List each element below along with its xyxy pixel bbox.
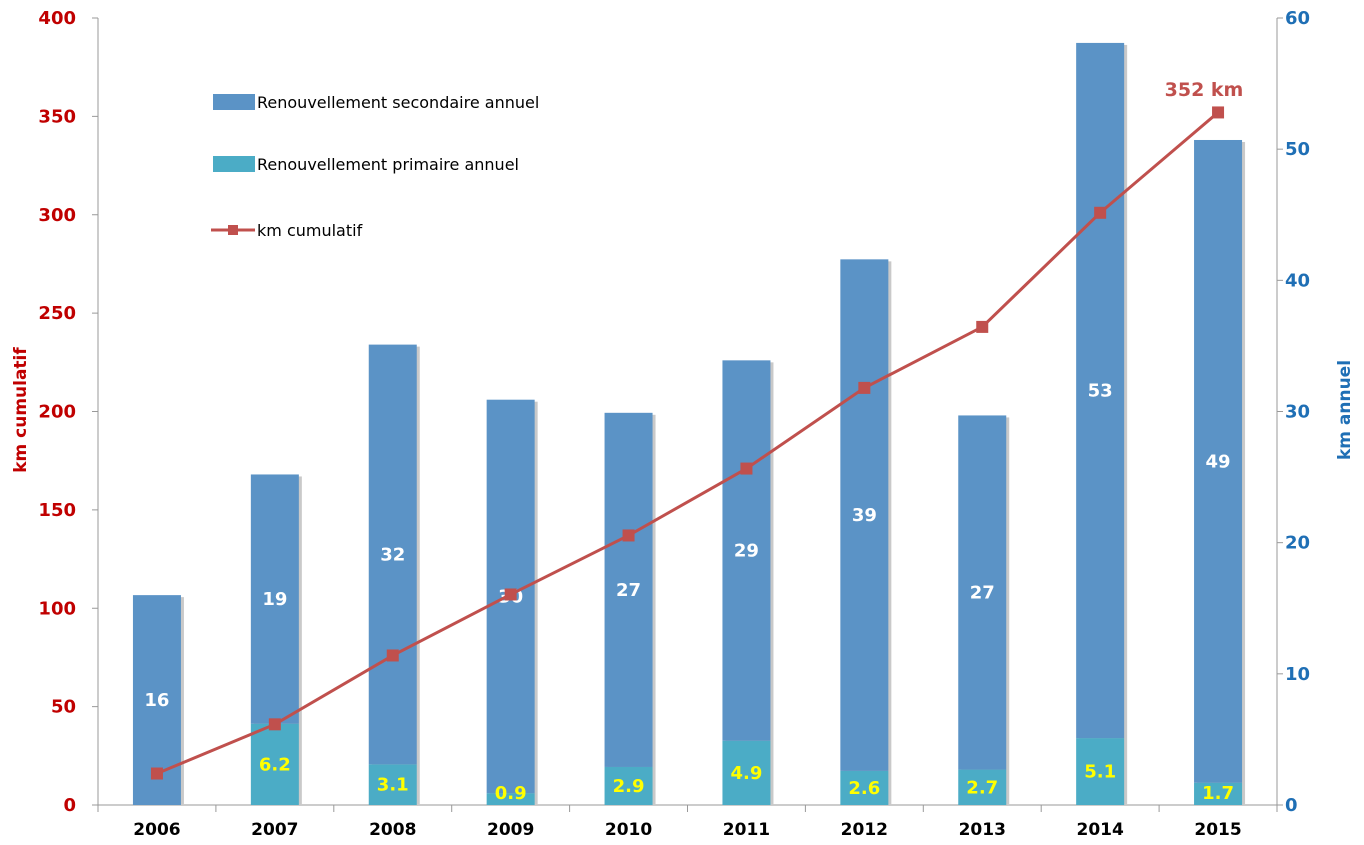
x-tick-label: 2015 [1194,820,1241,840]
bar-primary [722,740,771,805]
right-tick-label: 10 [1285,664,1310,685]
bar-primary [1194,782,1243,805]
line-marker [1212,106,1225,119]
data-label-primary: 3.1 [377,775,409,796]
left-axis: 0 50 100 150 200 250 300 350 400 [38,8,99,816]
bar-primary [486,793,535,805]
x-tick-label: 2012 [841,820,888,840]
bar-series [132,42,1246,806]
bar-primary [250,723,299,805]
data-label-primary: 2.9 [613,776,645,797]
data-label-primary: 0.9 [495,783,527,804]
left-tick-label: 50 [51,697,76,718]
data-label-secondary: 29 [734,541,759,562]
line-marker [976,320,989,333]
line-marker [504,588,517,601]
right-axis-title: km annuel [1335,360,1355,460]
legend: Renouvellement secondaire annuel Renouve… [211,93,539,240]
bar-primary [1076,738,1125,805]
data-label-secondary: 16 [144,690,169,711]
bar-primary [958,769,1007,805]
x-tick-label: 2013 [959,820,1006,840]
data-label-secondary: 39 [852,505,877,526]
legend-label-cumulative: km cumulatif [257,221,363,240]
left-tick-label: 300 [38,205,76,226]
right-tick-label: 0 [1285,795,1298,816]
left-tick-label: 150 [38,500,76,521]
bar-secondary [722,360,771,741]
x-tick-label: 2011 [723,820,770,840]
data-label-secondary: 27 [970,583,995,604]
left-axis-title: km cumulatif [11,347,31,473]
data-label-primary: 2.6 [848,778,880,799]
bar-secondary [1194,139,1243,783]
bar-secondary [250,474,299,724]
line-marker [858,381,871,394]
line-marker [622,529,635,542]
bar-primary [840,770,889,805]
right-axis: 0 10 20 30 40 50 60 [1276,8,1310,816]
x-axis: 2006 2007 2008 2009 2010 2011 2012 2013 2014 2015 [97,804,1278,840]
right-tick-label: 40 [1285,270,1310,291]
bar-secondary [958,415,1007,770]
left-tick-label: 400 [38,8,76,29]
right-tick-label: 60 [1285,8,1310,29]
data-label-secondary: 32 [380,544,405,565]
data-label-primary: 5.1 [1084,762,1116,783]
x-tick-label: 2014 [1076,820,1123,840]
data-label-primary: 1.7 [1202,783,1234,804]
x-tick-label: 2006 [133,820,180,840]
legend-swatch-secondary [213,94,255,110]
data-label-primary: 4.9 [731,763,763,784]
legend-label-primary: Renouvellement primaire annuel [257,155,519,174]
data-label-secondary: 53 [1088,381,1113,402]
left-tick-label: 200 [38,402,76,423]
bar-secondary [1076,42,1125,739]
bar-primary [368,764,417,805]
line-marker [150,767,163,780]
bar-secondary [604,412,653,767]
legend-marker-cumulative [228,225,238,235]
data-label-secondary: 49 [1206,451,1231,472]
line-marker [740,462,753,475]
data-label-secondary: 19 [262,589,287,610]
legend-label-secondary: Renouvellement secondaire annuel [257,93,539,112]
x-tick-label: 2010 [605,820,652,840]
bar-primary [604,766,653,805]
data-label-primary: 6.2 [259,754,291,775]
left-tick-label: 250 [38,303,76,324]
left-tick-label: 0 [63,795,76,816]
bar-labels: 16196.2323.1300.9272.9294.9392.6272.7535… [144,381,1234,804]
data-label-primary: 2.7 [966,777,998,798]
legend-swatch-primary [213,156,255,172]
right-tick-label: 20 [1285,533,1310,554]
left-tick-label: 350 [38,106,76,127]
data-label-secondary: 27 [616,580,641,601]
line-marker [1094,206,1107,219]
x-tick-label: 2007 [251,820,298,840]
x-tick-label: 2008 [369,820,416,840]
line-series [150,106,1225,780]
line-cumulative [156,111,1220,775]
cumulative-annotation: 352 km [1165,79,1244,101]
left-tick-label: 100 [38,598,76,619]
line-marker [386,649,399,662]
bar-secondary [368,344,417,765]
x-tick-label: 2009 [487,820,534,840]
right-tick-label: 30 [1285,402,1310,423]
right-tick-label: 50 [1285,139,1310,160]
line-marker [268,718,281,731]
bar-secondary [840,259,889,771]
